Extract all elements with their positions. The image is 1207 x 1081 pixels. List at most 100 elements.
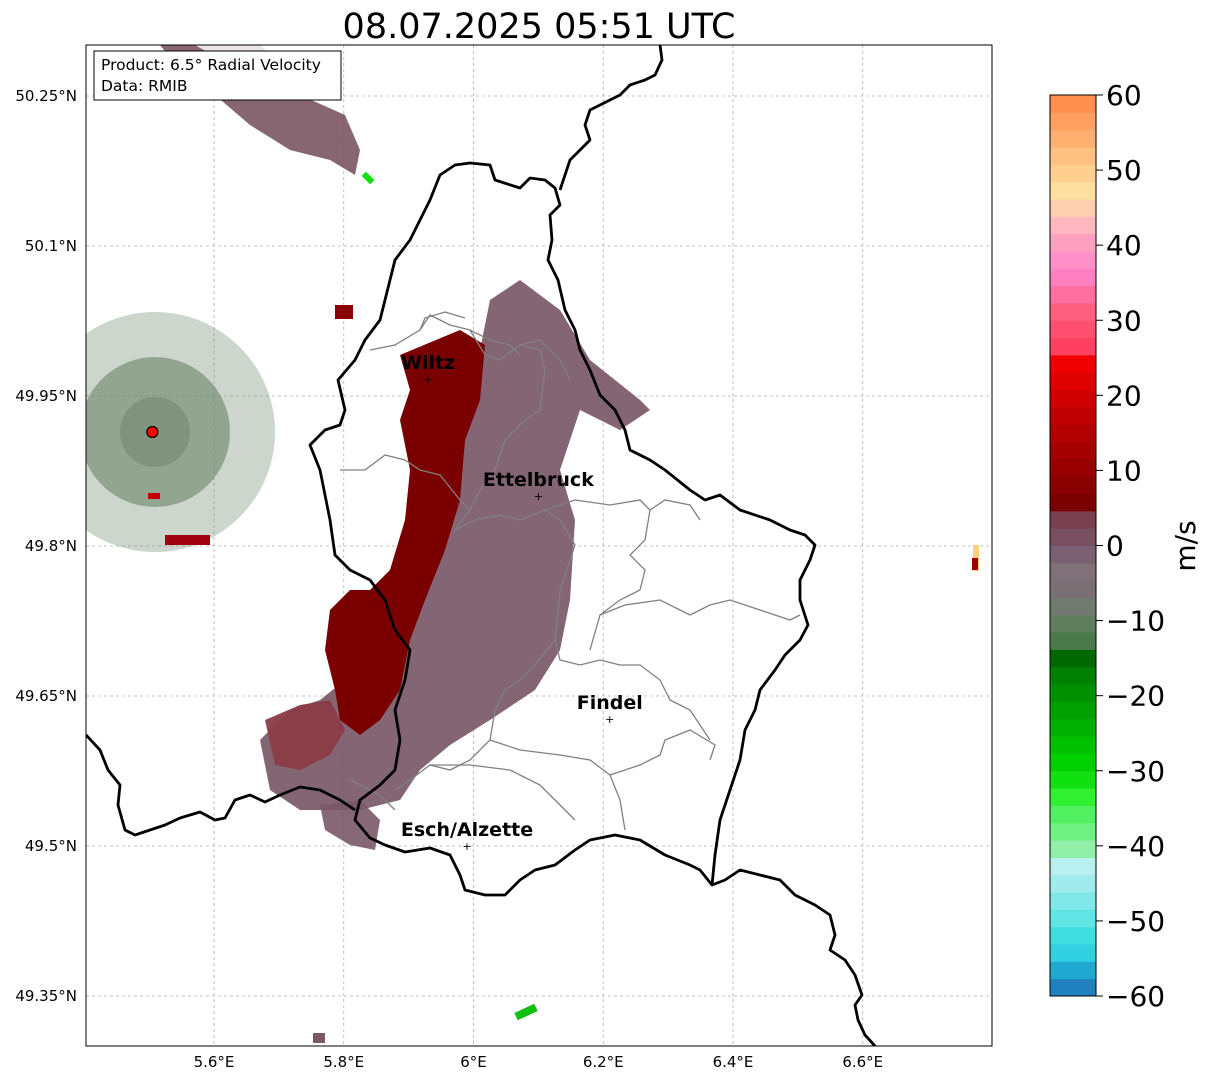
map-title: 08.07.2025 05:51 UTC [343, 7, 736, 47]
echo-speck [335, 305, 353, 319]
colorbar-cell [1050, 389, 1096, 408]
map-area: +Wiltz+Ettelbruck+Findel+Esch/Alzette [86, 45, 992, 1046]
colorbar-tick-label: 0 [1106, 530, 1124, 563]
lon-tick-label: 6.6°E [842, 1053, 883, 1071]
colorbar-cell [1050, 614, 1096, 633]
colorbar-tick-label: 50 [1106, 154, 1142, 187]
lat-tick-label: 49.65°N [15, 687, 77, 705]
city-marker: + [534, 490, 543, 503]
colorbar-cell [1050, 874, 1096, 893]
colorbar-cell [1050, 944, 1096, 962]
colorbar-cell [1050, 198, 1096, 217]
colorbar-cell [1050, 476, 1096, 495]
lon-tick-label: 6.2°E [583, 1053, 624, 1071]
colorbar: 60 50 40 30 20 10 0 −10 −20 −30 −40 −50 −60 m/s [1049, 79, 1202, 1013]
echo-approaching-west [265, 700, 345, 770]
info-product: Product: 6.5° Radial Velocity [101, 56, 321, 74]
colorbar-cell [1050, 510, 1096, 529]
colorbar-cell [1050, 788, 1096, 806]
colorbar-tick-label: −30 [1106, 755, 1165, 788]
info-data-source: Data: RMIB [101, 77, 188, 95]
colorbar-cell [1050, 302, 1096, 321]
colorbar-cell [1050, 164, 1096, 183]
colorbar-tick-label: −40 [1106, 830, 1165, 863]
colorbar-cell [1050, 545, 1096, 564]
colorbar-cell [1050, 441, 1096, 460]
echo-approaching-main [325, 330, 485, 735]
colorbar-tick-label: 30 [1106, 304, 1142, 337]
colorbar-cell [1050, 493, 1096, 512]
city-label: Ettelbruck [483, 469, 594, 491]
colorbar-cell [1050, 805, 1096, 824]
colorbar-label: m/s [1169, 520, 1202, 571]
colorbar-cell [1050, 701, 1096, 720]
colorbar-cell [1050, 320, 1096, 339]
colorbar-cell [1050, 926, 1096, 945]
echo-speck [148, 493, 160, 499]
colorbar-cell [1050, 892, 1096, 910]
admin-boundaries [340, 311, 801, 831]
lon-tick-label: 6°E [460, 1053, 487, 1071]
colorbar-cell [1050, 181, 1096, 200]
colorbar-cell [1050, 285, 1096, 304]
echo-speck [514, 1003, 538, 1021]
lat-tick-label: 50.1°N [25, 237, 77, 255]
colorbar-ticks: 60 50 40 30 20 10 0 −10 −20 −30 −40 −50 −60 [1096, 79, 1165, 1013]
colorbar-cell [1050, 857, 1096, 876]
colorbar-cells [1050, 95, 1096, 997]
lon-tick-label: 6.4°E [713, 1053, 754, 1071]
info-box: Product: 6.5° Radial Velocity Data: RMIB [93, 50, 342, 101]
colorbar-cell [1050, 666, 1096, 685]
echo-receding-south [320, 800, 380, 850]
border-luxembourg [308, 161, 817, 897]
colorbar-cell [1050, 233, 1096, 252]
echo-speck [972, 558, 978, 570]
border-belgium-france [86, 734, 356, 837]
colorbar-tick-label: 10 [1106, 454, 1142, 487]
colorbar-cell [1050, 337, 1096, 356]
colorbar-cell [1050, 649, 1096, 668]
colorbar-tick-label: −60 [1106, 980, 1165, 1013]
national-borders [86, 45, 877, 1046]
colorbar-cell [1050, 95, 1096, 113]
echo-speck [313, 1033, 325, 1043]
lat-tick-label: 50.25°N [15, 87, 77, 105]
colorbar-cell [1050, 718, 1096, 737]
colorbar-cell [1050, 528, 1096, 546]
colorbar-tick-label: 40 [1106, 229, 1142, 262]
colorbar-cell [1050, 406, 1096, 425]
colorbar-tick-label: 20 [1106, 379, 1142, 412]
colorbar-tick-label: −20 [1106, 680, 1165, 713]
colorbar-cell [1050, 354, 1096, 373]
city-label: Wiltz [401, 352, 455, 374]
colorbar-cell [1050, 424, 1096, 443]
colorbar-cell [1050, 597, 1096, 616]
colorbar-cell [1050, 268, 1096, 287]
colorbar-cell [1050, 562, 1096, 581]
latitude-labels: 50.25°N 50.1°N 49.95°N 49.8°N 49.65°N 49.5°N 4… [15, 87, 77, 1005]
lon-tick-label: 5.8°E [323, 1053, 364, 1071]
city-marker: + [462, 840, 471, 853]
colorbar-tick-label: −50 [1106, 905, 1165, 938]
colorbar-cell [1050, 146, 1096, 165]
lon-tick-label: 5.6°E [194, 1053, 235, 1071]
colorbar-cell [1050, 458, 1096, 477]
colorbar-cell [1050, 580, 1096, 598]
lat-tick-label: 49.35°N [15, 987, 77, 1005]
colorbar-cell [1050, 978, 1096, 997]
longitude-labels: 5.6°E 5.8°E 6°E 6.2°E 6.4°E 6.6°E [194, 1053, 884, 1071]
border-germany-southeast [711, 868, 877, 1046]
colorbar-cell [1050, 770, 1096, 789]
map-frame [85, 44, 993, 1047]
border-germany-north [558, 45, 664, 191]
colorbar-tick-label: −10 [1106, 605, 1165, 638]
lat-tick-label: 49.5°N [25, 837, 77, 855]
colorbar-cell [1050, 753, 1096, 772]
echo-speck [165, 535, 210, 545]
colorbar-cell [1050, 909, 1096, 928]
colorbar-cell [1050, 736, 1096, 754]
lat-tick-label: 49.95°N [15, 387, 77, 405]
colorbar-cell [1050, 250, 1096, 269]
colorbar-cell [1050, 822, 1096, 841]
lat-tick-label: 49.8°N [25, 537, 77, 555]
